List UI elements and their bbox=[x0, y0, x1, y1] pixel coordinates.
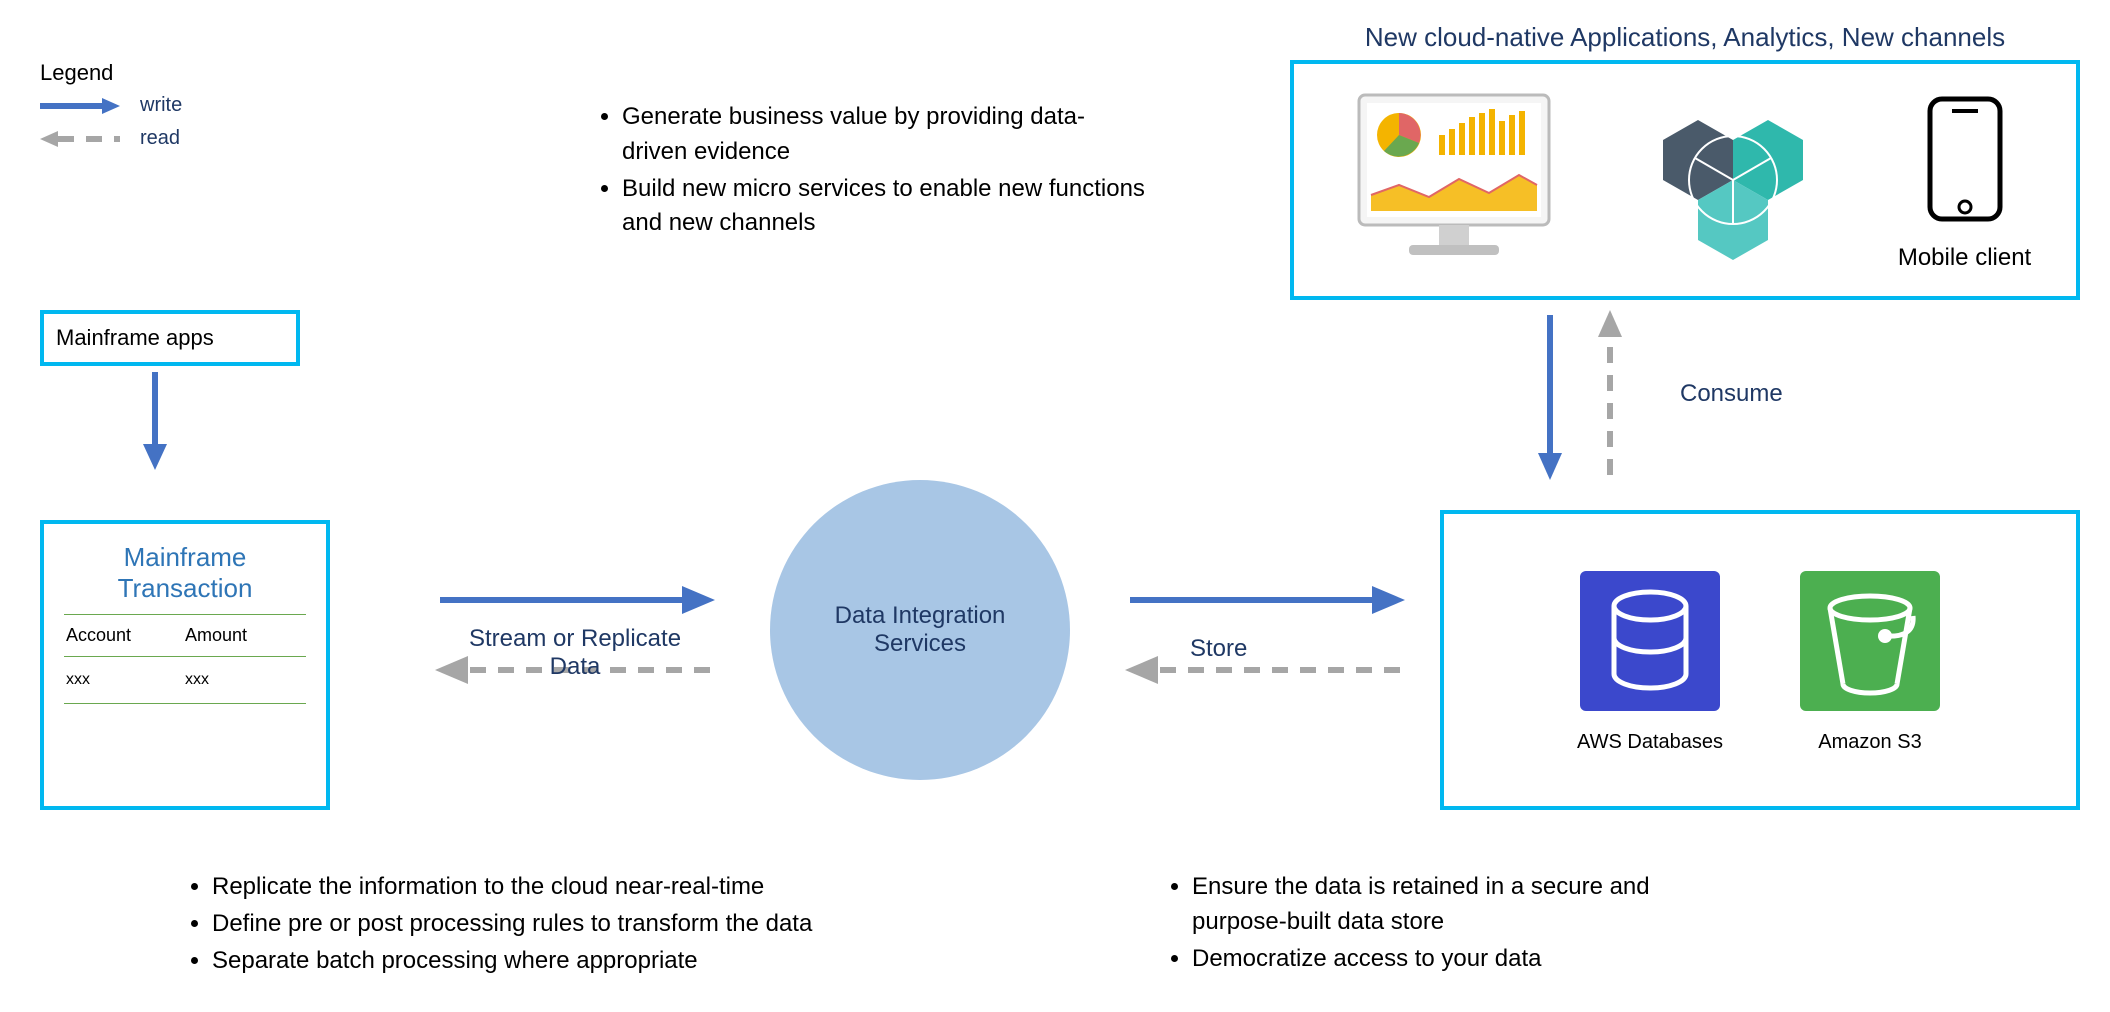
arrows-right-pair-icon bbox=[1120, 580, 1410, 700]
mobile-client-label: Mobile client bbox=[1898, 244, 2031, 272]
legend-title: Legend bbox=[40, 60, 300, 86]
store-label: Store bbox=[1190, 635, 1247, 663]
aws-database-icon bbox=[1575, 566, 1725, 716]
mainframe-transaction-title: Mainframe Transaction bbox=[64, 542, 306, 604]
data-integration-label: Data Integration Services bbox=[770, 602, 1070, 658]
aws-db-block: AWS Databases bbox=[1575, 566, 1725, 754]
mobile-phone-icon bbox=[1910, 89, 2020, 239]
mainframe-apps-label: Mainframe apps bbox=[56, 325, 214, 351]
bullet-right-1: Democratize access to your data bbox=[1192, 942, 1720, 977]
hexagon-cluster-icon bbox=[1618, 85, 1848, 275]
aws-db-label: AWS Databases bbox=[1575, 731, 1725, 754]
bullet-left-0: Replicate the information to the cloud n… bbox=[212, 870, 940, 905]
mobile-client-block: Mobile client bbox=[1898, 89, 2031, 272]
legend-write-arrow-icon bbox=[40, 96, 120, 116]
arrow-mainframe-down-icon bbox=[140, 372, 170, 472]
bullet-top-0: Generate business value by providing dat… bbox=[622, 100, 1150, 170]
txn-val-amount: xxx bbox=[185, 671, 304, 689]
txn-col-account: Account bbox=[66, 625, 185, 646]
bullets-right: Ensure the data is retained in a secure … bbox=[1160, 870, 1720, 978]
bullets-top: Generate business value by providing dat… bbox=[590, 100, 1150, 243]
mainframe-transaction-box: Mainframe Transaction Account Amount xxx… bbox=[40, 520, 330, 810]
data-integration-circle: Data Integration Services bbox=[770, 480, 1070, 780]
legend-write-label: write bbox=[140, 94, 182, 117]
cloud-box-title: New cloud-native Applications, Analytics… bbox=[1300, 22, 2070, 53]
legend-block: Legend write read bbox=[40, 60, 300, 150]
consume-arrows-icon bbox=[1510, 305, 1690, 485]
dashboard-monitor-icon bbox=[1339, 85, 1569, 275]
txn-col-amount: Amount bbox=[185, 625, 304, 646]
bullets-left: Replicate the information to the cloud n… bbox=[180, 870, 940, 980]
bullet-right-0: Ensure the data is retained in a secure … bbox=[1192, 870, 1720, 940]
s3-block: Amazon S3 bbox=[1795, 566, 1945, 754]
stream-label: Stream or Replicate Data bbox=[450, 625, 700, 681]
s3-label: Amazon S3 bbox=[1795, 731, 1945, 754]
legend-read-label: read bbox=[140, 127, 180, 150]
cloud-native-box: Mobile client bbox=[1290, 60, 2080, 300]
storage-box: AWS Databases Amazon S3 bbox=[1440, 510, 2080, 810]
legend-read-arrow-icon bbox=[40, 129, 120, 149]
bullet-left-1: Define pre or post processing rules to t… bbox=[212, 907, 940, 942]
consume-label: Consume bbox=[1680, 380, 1783, 408]
mainframe-apps-box: Mainframe apps bbox=[40, 310, 300, 366]
s3-bucket-icon bbox=[1795, 566, 1945, 716]
bullet-top-1: Build new micro services to enable new f… bbox=[622, 172, 1150, 242]
bullet-left-2: Separate batch processing where appropri… bbox=[212, 944, 940, 979]
txn-val-account: xxx bbox=[66, 671, 185, 689]
